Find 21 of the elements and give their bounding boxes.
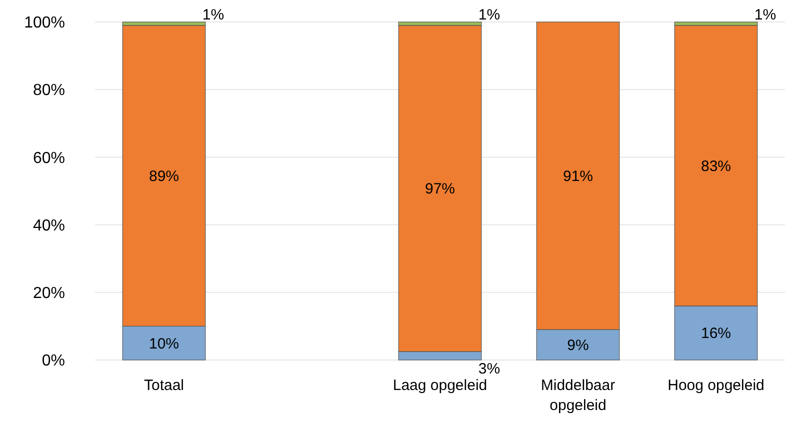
- data-label: 1%: [754, 6, 776, 24]
- data-label: 1%: [478, 6, 500, 24]
- data-label: 89%: [148, 168, 180, 186]
- y-tick-label: 100%: [24, 14, 65, 32]
- y-tick-label: 0%: [42, 352, 65, 370]
- x-tick-label: Middelbaar opgeleid: [540, 377, 616, 414]
- data-label: 9%: [567, 337, 589, 354]
- y-tick-label: 60%: [32, 150, 65, 167]
- y-tick-label: 40%: [32, 217, 65, 234]
- x-tick-label: Laag opgeleid: [392, 377, 488, 394]
- y-tick-label: 20%: [32, 285, 65, 302]
- x-tick-label: Totaal: [144, 377, 184, 394]
- data-label: 1%: [202, 6, 224, 24]
- data-label: 3%: [478, 360, 500, 378]
- data-label: 16%: [700, 325, 732, 342]
- data-label: 10%: [148, 335, 180, 352]
- x-tick-label: Hoog opgeleid: [668, 377, 764, 394]
- data-label: 97%: [424, 180, 456, 198]
- data-label: 91%: [562, 168, 594, 186]
- y-tick-label: 80%: [32, 82, 65, 100]
- data-label: 83%: [700, 158, 732, 175]
